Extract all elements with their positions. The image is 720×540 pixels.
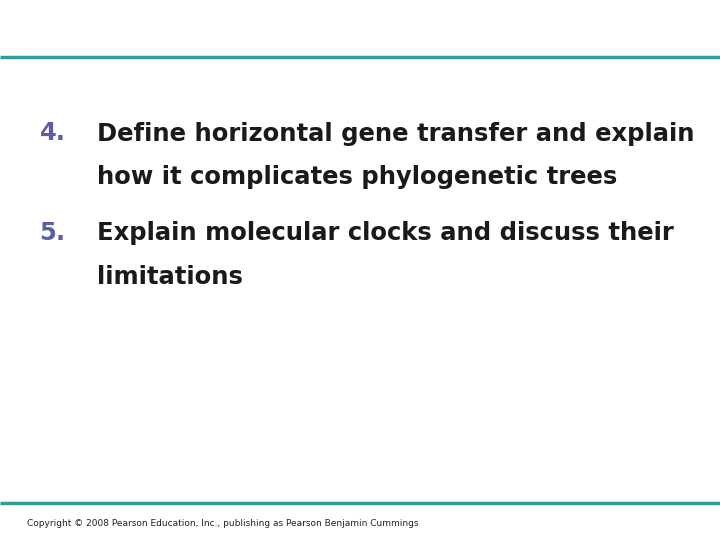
Text: 5.: 5. [40, 221, 66, 245]
Text: how it complicates phylogenetic trees: how it complicates phylogenetic trees [97, 165, 618, 188]
Text: 4.: 4. [40, 122, 66, 145]
Text: Explain molecular clocks and discuss their: Explain molecular clocks and discuss the… [97, 221, 674, 245]
Text: Copyright © 2008 Pearson Education, Inc., publishing as Pearson Benjamin Cumming: Copyright © 2008 Pearson Education, Inc.… [27, 519, 419, 528]
Text: Define horizontal gene transfer and explain: Define horizontal gene transfer and expl… [97, 122, 695, 145]
Text: limitations: limitations [97, 265, 243, 288]
